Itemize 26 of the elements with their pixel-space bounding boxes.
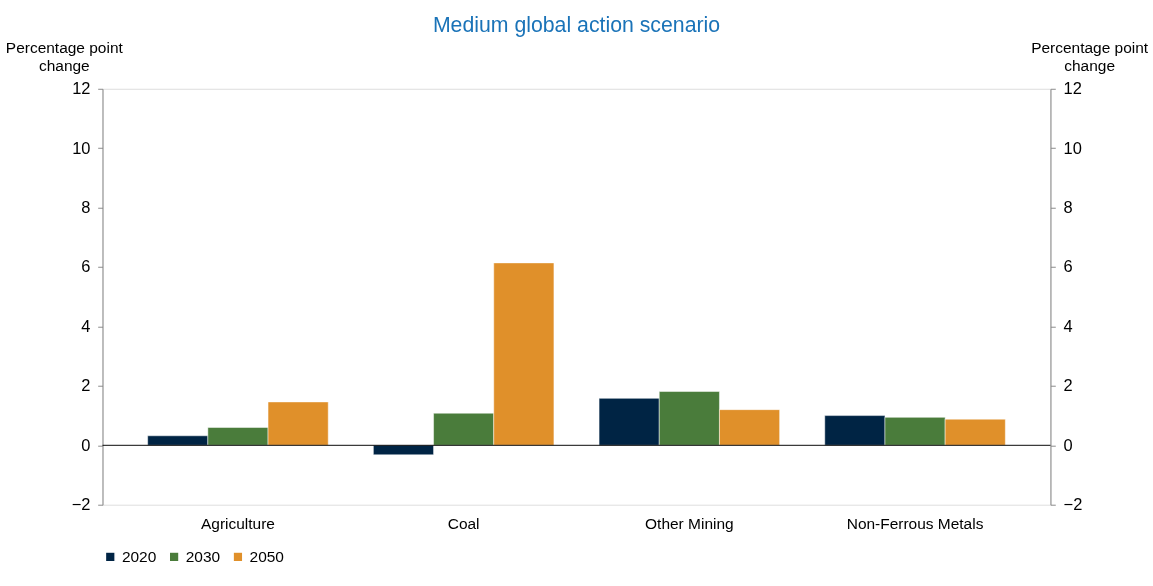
x-tick-label: Other Mining [645,515,734,533]
y-tick-label: 8 [81,197,91,216]
legend-label: 2020 [121,547,157,565]
x-tick-label: Agriculture [200,515,275,533]
y2-tick-label: 0 [1063,435,1073,454]
y2-tick-label: 2 [1063,376,1073,395]
x-tick-label: Coal [447,515,480,533]
y2-tick-label: 8 [1063,197,1073,216]
y-tick-label: 10 [72,138,91,157]
y-tick-label: 6 [81,257,91,276]
y2-tick-label: 12 [1063,79,1082,98]
y-axis-title: Percentage point change [5,39,124,74]
y2-tick-label: −2 [1063,495,1083,514]
y-tick-label: 2 [81,376,91,395]
x-tick-label: Non-Ferrous Metals [846,515,984,533]
y2-tick-label: 4 [1063,316,1073,335]
legend-label: 2030 [185,547,221,565]
y2-tick-label: 6 [1063,257,1073,276]
legend-label: 2050 [249,547,284,565]
y-tick-label: 0 [81,435,91,454]
chart-title: Medium global action scenario [432,12,721,37]
y-tick-label: 4 [81,316,91,335]
y2-tick-label: 10 [1063,138,1082,157]
y-tick-label: −2 [71,495,91,514]
y2-axis-title: Percentage point change [1031,39,1149,74]
y-tick-label: 12 [72,79,91,98]
